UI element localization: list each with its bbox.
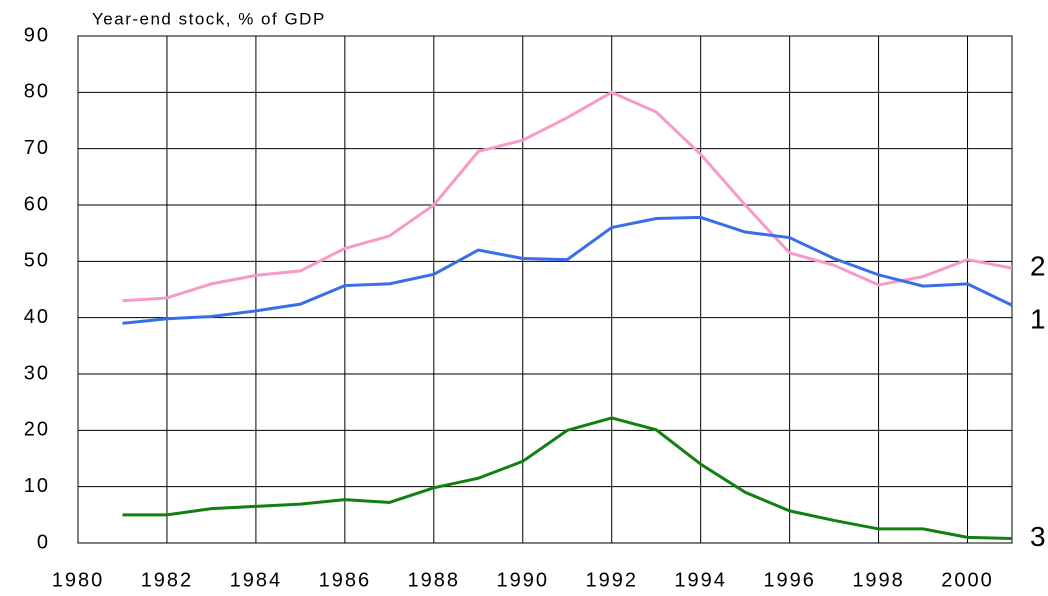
x-tick-label: 1982: [141, 569, 194, 591]
x-tick-label: 1990: [497, 569, 550, 591]
y-tick-label: 30: [24, 362, 50, 384]
y-tick-label: 0: [37, 531, 50, 553]
series-line: [122, 215, 1013, 325]
y-tick-label: 10: [24, 475, 50, 497]
y-tick-label: 90: [24, 24, 50, 46]
x-tick-label: 2000: [941, 569, 994, 591]
x-tick-label: 1988: [408, 569, 461, 591]
x-tick-label: 1994: [674, 569, 727, 591]
series-label: 1: [1030, 304, 1046, 335]
x-tick-label: 1980: [52, 569, 105, 591]
x-tick-label: 1992: [585, 569, 638, 591]
y-tick-label: 70: [24, 137, 50, 159]
series-label: 3: [1030, 521, 1046, 552]
series-line: [122, 90, 1013, 303]
y-tick-label: 20: [24, 419, 50, 441]
y-tick-label: 60: [24, 193, 50, 215]
y-tick-label: 40: [24, 306, 50, 328]
chart-title: Year-end stock, % of GDP: [92, 9, 326, 28]
y-tick-label: 80: [24, 81, 50, 103]
x-tick-label: 1986: [319, 569, 372, 591]
x-tick-label: 1996: [763, 569, 816, 591]
x-tick-label: 1998: [852, 569, 905, 591]
series-line: [122, 416, 1013, 540]
plot-frame: [77, 35, 1013, 544]
x-tick-label: 1984: [230, 569, 283, 591]
y-tick-label: 50: [24, 250, 50, 272]
series-label: 2: [1030, 250, 1046, 281]
